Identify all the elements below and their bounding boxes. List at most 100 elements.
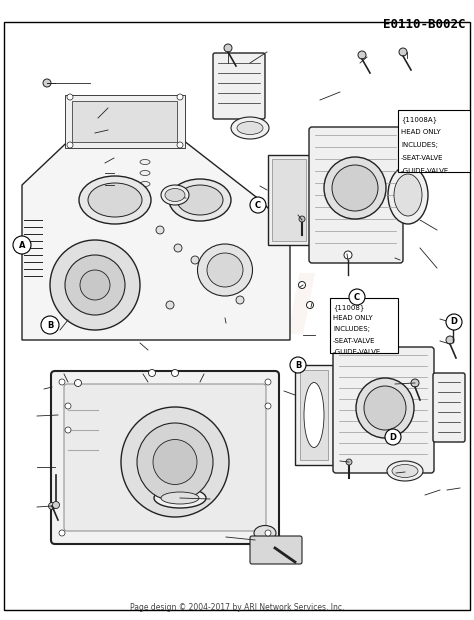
Ellipse shape bbox=[161, 492, 199, 504]
Ellipse shape bbox=[137, 423, 213, 501]
Circle shape bbox=[411, 379, 419, 387]
Bar bbox=[72, 101, 177, 142]
FancyBboxPatch shape bbox=[51, 371, 279, 544]
Polygon shape bbox=[22, 130, 290, 340]
Ellipse shape bbox=[169, 179, 231, 221]
Circle shape bbox=[224, 44, 232, 52]
Circle shape bbox=[265, 530, 271, 536]
FancyBboxPatch shape bbox=[333, 347, 434, 473]
Ellipse shape bbox=[388, 166, 428, 224]
Text: {11008}: {11008} bbox=[333, 304, 365, 311]
Text: D: D bbox=[390, 433, 396, 441]
Circle shape bbox=[299, 216, 305, 222]
Bar bbox=[295, 365, 333, 465]
Circle shape bbox=[385, 429, 401, 445]
FancyBboxPatch shape bbox=[250, 536, 302, 564]
Ellipse shape bbox=[392, 464, 418, 477]
Ellipse shape bbox=[50, 240, 140, 330]
Text: C: C bbox=[255, 200, 261, 210]
Circle shape bbox=[265, 379, 271, 385]
Ellipse shape bbox=[140, 170, 150, 175]
Circle shape bbox=[358, 51, 366, 59]
Ellipse shape bbox=[304, 383, 324, 448]
Text: B: B bbox=[295, 360, 301, 370]
Bar bbox=[300, 370, 328, 460]
FancyBboxPatch shape bbox=[213, 53, 265, 119]
Ellipse shape bbox=[254, 526, 276, 541]
Circle shape bbox=[172, 370, 179, 376]
Bar bbox=[330, 298, 398, 353]
Ellipse shape bbox=[364, 386, 406, 430]
Ellipse shape bbox=[88, 183, 142, 217]
Circle shape bbox=[148, 370, 155, 376]
Ellipse shape bbox=[332, 165, 378, 211]
Ellipse shape bbox=[177, 185, 223, 215]
Bar bbox=[272, 159, 306, 241]
Ellipse shape bbox=[153, 440, 197, 484]
Circle shape bbox=[299, 281, 306, 288]
Text: ARI: ARI bbox=[157, 270, 317, 350]
Circle shape bbox=[65, 403, 71, 409]
Ellipse shape bbox=[198, 244, 253, 296]
Circle shape bbox=[290, 357, 306, 373]
Text: INCLUDES;: INCLUDES; bbox=[333, 327, 370, 332]
Circle shape bbox=[59, 530, 65, 536]
Ellipse shape bbox=[79, 176, 151, 224]
Circle shape bbox=[177, 142, 183, 148]
Text: E0110-B002C: E0110-B002C bbox=[383, 18, 466, 31]
Text: INCLUDES;: INCLUDES; bbox=[401, 142, 438, 148]
Circle shape bbox=[349, 289, 365, 305]
Ellipse shape bbox=[237, 122, 263, 135]
Ellipse shape bbox=[324, 157, 386, 219]
Text: -GUIDE-VALVE: -GUIDE-VALVE bbox=[401, 168, 449, 174]
Text: -SEAT-VALVE: -SEAT-VALVE bbox=[401, 155, 444, 161]
Circle shape bbox=[41, 316, 59, 334]
Circle shape bbox=[399, 48, 407, 56]
Bar bbox=[268, 155, 310, 245]
Circle shape bbox=[236, 296, 244, 304]
Circle shape bbox=[265, 403, 271, 409]
Ellipse shape bbox=[140, 159, 150, 164]
Circle shape bbox=[156, 226, 164, 234]
Text: {11008A}: {11008A} bbox=[401, 116, 437, 123]
Ellipse shape bbox=[80, 270, 110, 300]
Text: C: C bbox=[354, 293, 360, 301]
Circle shape bbox=[59, 379, 65, 385]
Ellipse shape bbox=[387, 461, 423, 481]
Circle shape bbox=[346, 459, 352, 465]
Ellipse shape bbox=[121, 407, 229, 517]
Text: Page design © 2004-2017 by ARI Network Services, Inc.: Page design © 2004-2017 by ARI Network S… bbox=[130, 603, 344, 612]
Bar bbox=[398, 110, 470, 172]
Circle shape bbox=[67, 94, 73, 100]
Text: A: A bbox=[19, 241, 25, 249]
FancyBboxPatch shape bbox=[64, 384, 266, 531]
Ellipse shape bbox=[65, 255, 125, 315]
Ellipse shape bbox=[207, 253, 243, 287]
Ellipse shape bbox=[140, 182, 150, 187]
Text: D: D bbox=[450, 317, 457, 327]
Circle shape bbox=[344, 251, 352, 259]
Polygon shape bbox=[65, 95, 185, 148]
Circle shape bbox=[43, 79, 51, 87]
Ellipse shape bbox=[154, 488, 206, 508]
Circle shape bbox=[65, 427, 71, 433]
Ellipse shape bbox=[394, 174, 422, 216]
Ellipse shape bbox=[165, 188, 185, 202]
Circle shape bbox=[13, 236, 31, 254]
Circle shape bbox=[354, 294, 362, 302]
Circle shape bbox=[307, 301, 313, 309]
Circle shape bbox=[67, 142, 73, 148]
Circle shape bbox=[48, 502, 55, 510]
Circle shape bbox=[191, 256, 199, 264]
Circle shape bbox=[446, 336, 454, 344]
FancyBboxPatch shape bbox=[309, 127, 403, 263]
Text: B: B bbox=[47, 321, 53, 329]
Text: HEAD ONLY: HEAD ONLY bbox=[333, 315, 373, 321]
Circle shape bbox=[177, 94, 183, 100]
Circle shape bbox=[446, 314, 462, 330]
Text: -GUIDE-VALVE: -GUIDE-VALVE bbox=[333, 349, 381, 355]
Circle shape bbox=[250, 197, 266, 213]
Ellipse shape bbox=[161, 185, 189, 205]
Circle shape bbox=[449, 319, 457, 327]
Circle shape bbox=[74, 379, 82, 386]
